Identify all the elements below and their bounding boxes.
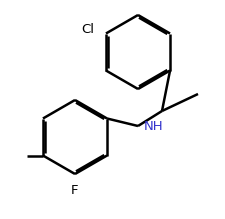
Text: F: F [71, 184, 78, 197]
Text: Cl: Cl [81, 23, 94, 36]
Text: NH: NH [143, 120, 163, 132]
